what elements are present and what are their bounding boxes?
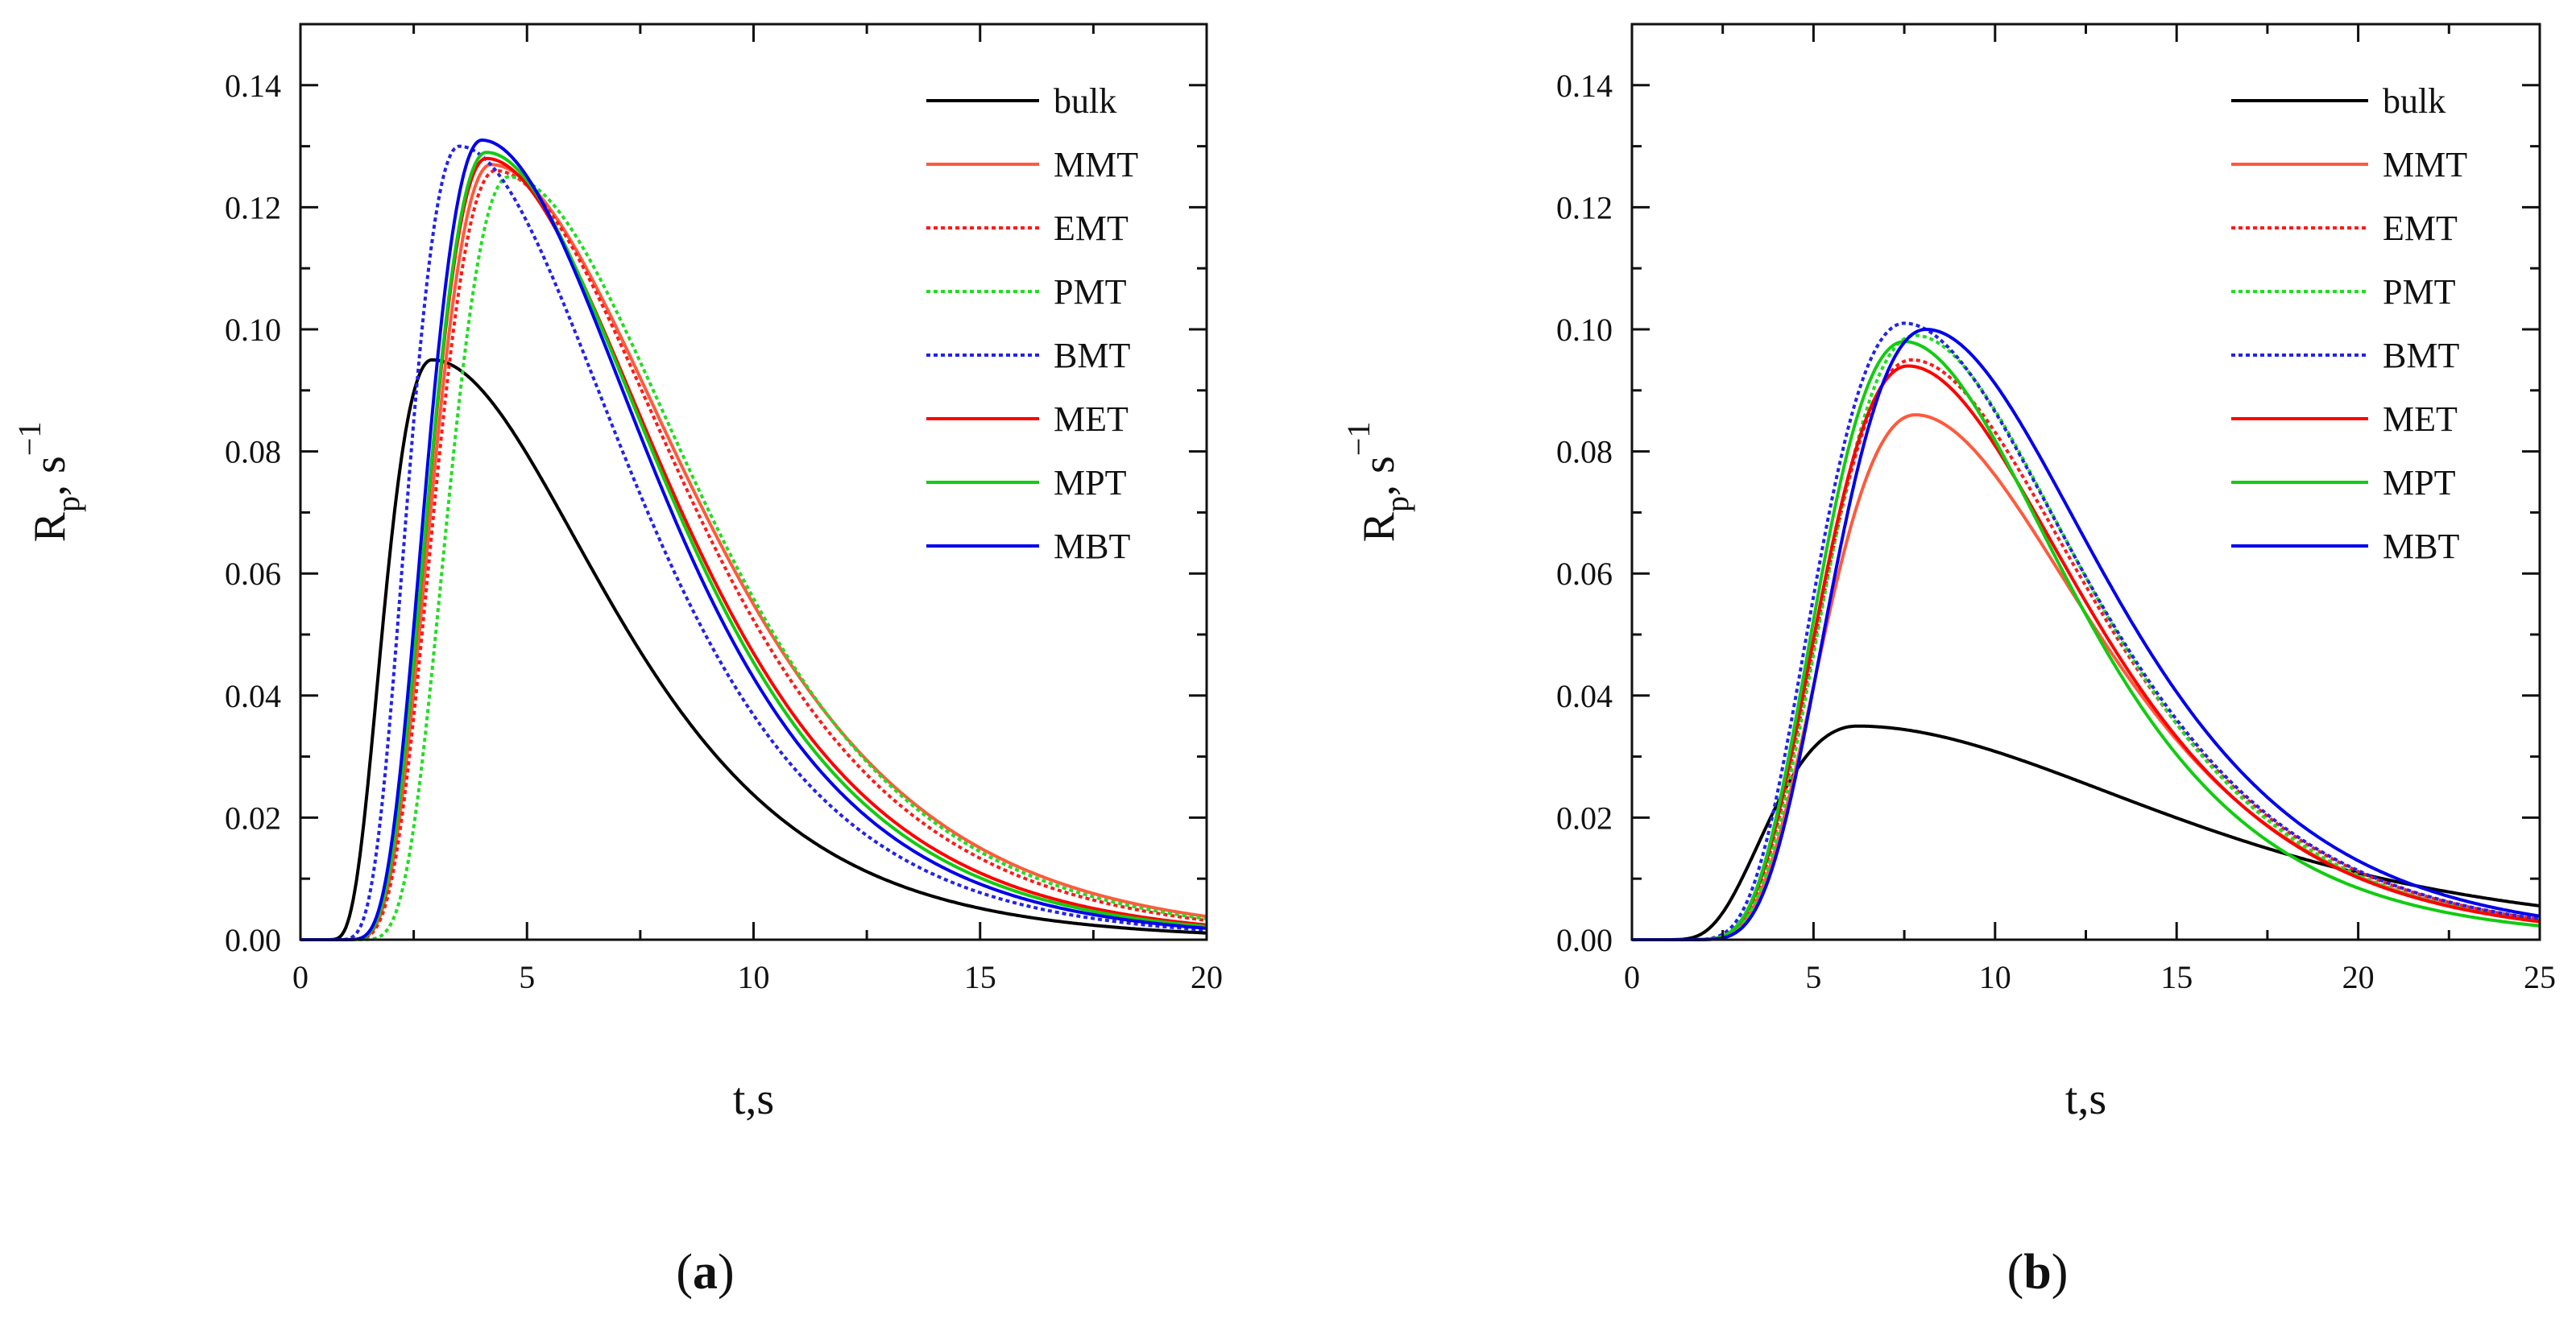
y-axis-title-sub: p (50, 496, 86, 512)
y-axis-title-mid: , s (25, 456, 75, 496)
legend-label-emt: EMT (1054, 209, 1129, 248)
x-tick-label: 20 (1191, 959, 1223, 995)
y-axis-title-sup: −1 (11, 422, 48, 457)
y-tick-label: 0.06 (225, 556, 281, 592)
x-tick-label: 15 (964, 959, 996, 995)
legend-label-pmt: PMT (2383, 272, 2456, 312)
legend-label-mbt: MBT (1054, 527, 1130, 566)
panel-a: 0 5 10 15 20 0.00 0.02 0.04 0.06 0.08 0.10 0.12 0.14… (11, 23, 1223, 1300)
x-tick-label: 10 (738, 959, 770, 995)
legend: bulk MMT EMT PMT BMT MET MPT MBT (2231, 81, 2467, 566)
x-tick-label: 0 (292, 959, 309, 995)
y-axis-title: Rp, s−1 (11, 422, 86, 543)
legend-label-mpt: MPT (2383, 463, 2456, 502)
legend-label-bulk: bulk (2383, 81, 2446, 121)
svg-text:Rp, s−1: Rp, s−1 (11, 422, 86, 543)
series-line-met (1632, 364, 2541, 941)
x-tick-label: 20 (2342, 959, 2375, 995)
legend-label-mpt: MPT (1054, 463, 1127, 502)
svg-text:Rp, s−1: Rp, s−1 (1340, 422, 1415, 543)
y-axis-title-sub: p (1379, 496, 1415, 512)
y-tick-label: 0.06 (1556, 556, 1613, 592)
y-tick-label: 0.04 (225, 678, 281, 714)
y-tick-label: 0.14 (225, 68, 281, 104)
series-line-pmt (300, 175, 1207, 941)
y-axis-title-main: R (1354, 511, 1404, 542)
series-line-mbt (1632, 327, 2541, 941)
y-tick-label: 0.10 (225, 312, 281, 348)
y-tick-label: 0.04 (1556, 678, 1613, 714)
legend-label-bmt: BMT (2383, 336, 2459, 375)
x-axis-title: t,s (2065, 1074, 2106, 1124)
legend-label-bulk: bulk (1054, 81, 1116, 121)
legend-label-mbt: MBT (2383, 527, 2459, 566)
legend-label-met: MET (2383, 399, 2458, 439)
y-tick-label: 0.10 (1556, 312, 1613, 348)
series-line-bmt (300, 144, 1207, 941)
series-line-emt (300, 168, 1207, 941)
y-tick-label: 0.12 (225, 189, 281, 225)
legend-label-bmt: BMT (1054, 336, 1130, 375)
panel-label: (b) (2007, 1245, 2069, 1300)
y-axis-title-sup: −1 (1340, 422, 1377, 457)
y-tick-label: 0.14 (1556, 68, 1613, 104)
y-tick-label: 0.08 (225, 434, 281, 470)
y-axis-title-mid: , s (1354, 456, 1404, 496)
legend-label-mmt: MMT (1054, 145, 1138, 184)
y-tick-label: 0.00 (225, 922, 281, 958)
series-line-pmt (1632, 333, 2541, 941)
y-tick-label: 0.08 (1556, 434, 1613, 470)
y-axis-title-main: R (25, 511, 75, 542)
series-line-bulk (300, 358, 1207, 941)
legend-label-mmt: MMT (2383, 145, 2467, 184)
y-tick-label: 0.02 (225, 800, 281, 836)
x-tick-label: 15 (2160, 959, 2193, 995)
x-tick-label: 5 (1805, 959, 1821, 995)
legend-label-emt: EMT (2383, 209, 2458, 248)
legend: bulk MMT EMT PMT BMT MET MPT MBT (926, 81, 1138, 566)
legend-label-pmt: PMT (1054, 272, 1127, 312)
y-tick-label: 0.12 (1556, 189, 1613, 225)
y-axis-title: Rp, s−1 (1340, 422, 1415, 543)
series-line-mmt (300, 163, 1207, 941)
y-tick-label: 0.02 (1556, 800, 1613, 836)
series-line-mbt (300, 138, 1207, 941)
series-group (1632, 321, 2541, 941)
x-tick-label: 10 (1979, 959, 2011, 995)
series-group (300, 138, 1207, 941)
legend-label-met: MET (1054, 399, 1129, 439)
panel-label: (a) (676, 1245, 734, 1300)
panel-b: 0 5 10 15 20 25 0.00 0.02 0.04 0.06 0.08 0.10 0.12 0.… (1340, 23, 2556, 1300)
series-line-bmt (1632, 321, 2541, 941)
y-tick-label: 0.00 (1556, 922, 1613, 958)
x-tick-label: 25 (2524, 959, 2556, 995)
x-axis-title: t,s (733, 1074, 774, 1124)
x-tick-label: 5 (519, 959, 535, 995)
series-line-mpt (1632, 340, 2541, 941)
x-tick-label: 0 (1624, 959, 1640, 995)
series-line-mpt (300, 151, 1207, 941)
